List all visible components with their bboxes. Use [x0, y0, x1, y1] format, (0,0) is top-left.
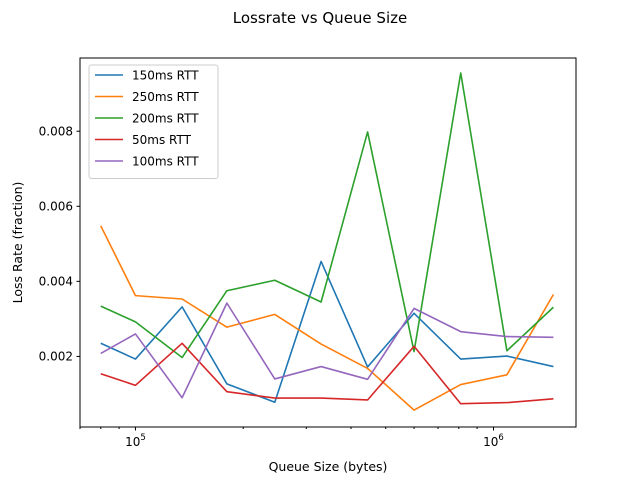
- y-axis: 0.002 0.004 0.006 0.008: [39, 124, 80, 364]
- plot-frame: [79, 57, 577, 428]
- legend-label-2: 200ms RTT: [132, 111, 199, 125]
- series-line-4: [100, 302, 554, 399]
- x-axis-label: Queue Size (bytes): [269, 459, 388, 474]
- series-line-2: [100, 72, 554, 359]
- legend: 150ms RTT 250ms RTT 200ms RTT 50ms RTT 100ms…: [88, 64, 219, 179]
- series-line-1: [100, 225, 555, 411]
- series-line-3: [100, 342, 554, 405]
- legend-label-0: 150ms RTT: [132, 68, 199, 82]
- chart-title: Lossrate vs Queue Size: [233, 9, 407, 27]
- legend-label-1: 250ms RTT: [132, 90, 199, 104]
- y-tick-label-3: 0.008: [39, 124, 73, 138]
- series-lines: [100, 72, 555, 411]
- series-line-0: [100, 260, 554, 404]
- y-tick-label-2: 0.006: [39, 199, 73, 213]
- x-axis: 105 106: [79, 427, 504, 449]
- y-axis-label: Loss Rate (fraction): [10, 182, 25, 304]
- x-tick-label-1: 106: [483, 433, 504, 449]
- y-tick-label-0: 0.002: [39, 350, 73, 364]
- legend-label-3: 50ms RTT: [132, 133, 192, 147]
- y-tick-label-1: 0.004: [39, 275, 73, 289]
- legend-label-4: 100ms RTT: [132, 154, 199, 168]
- legend-frame: [88, 64, 219, 179]
- x-tick-label-0: 105: [125, 433, 146, 449]
